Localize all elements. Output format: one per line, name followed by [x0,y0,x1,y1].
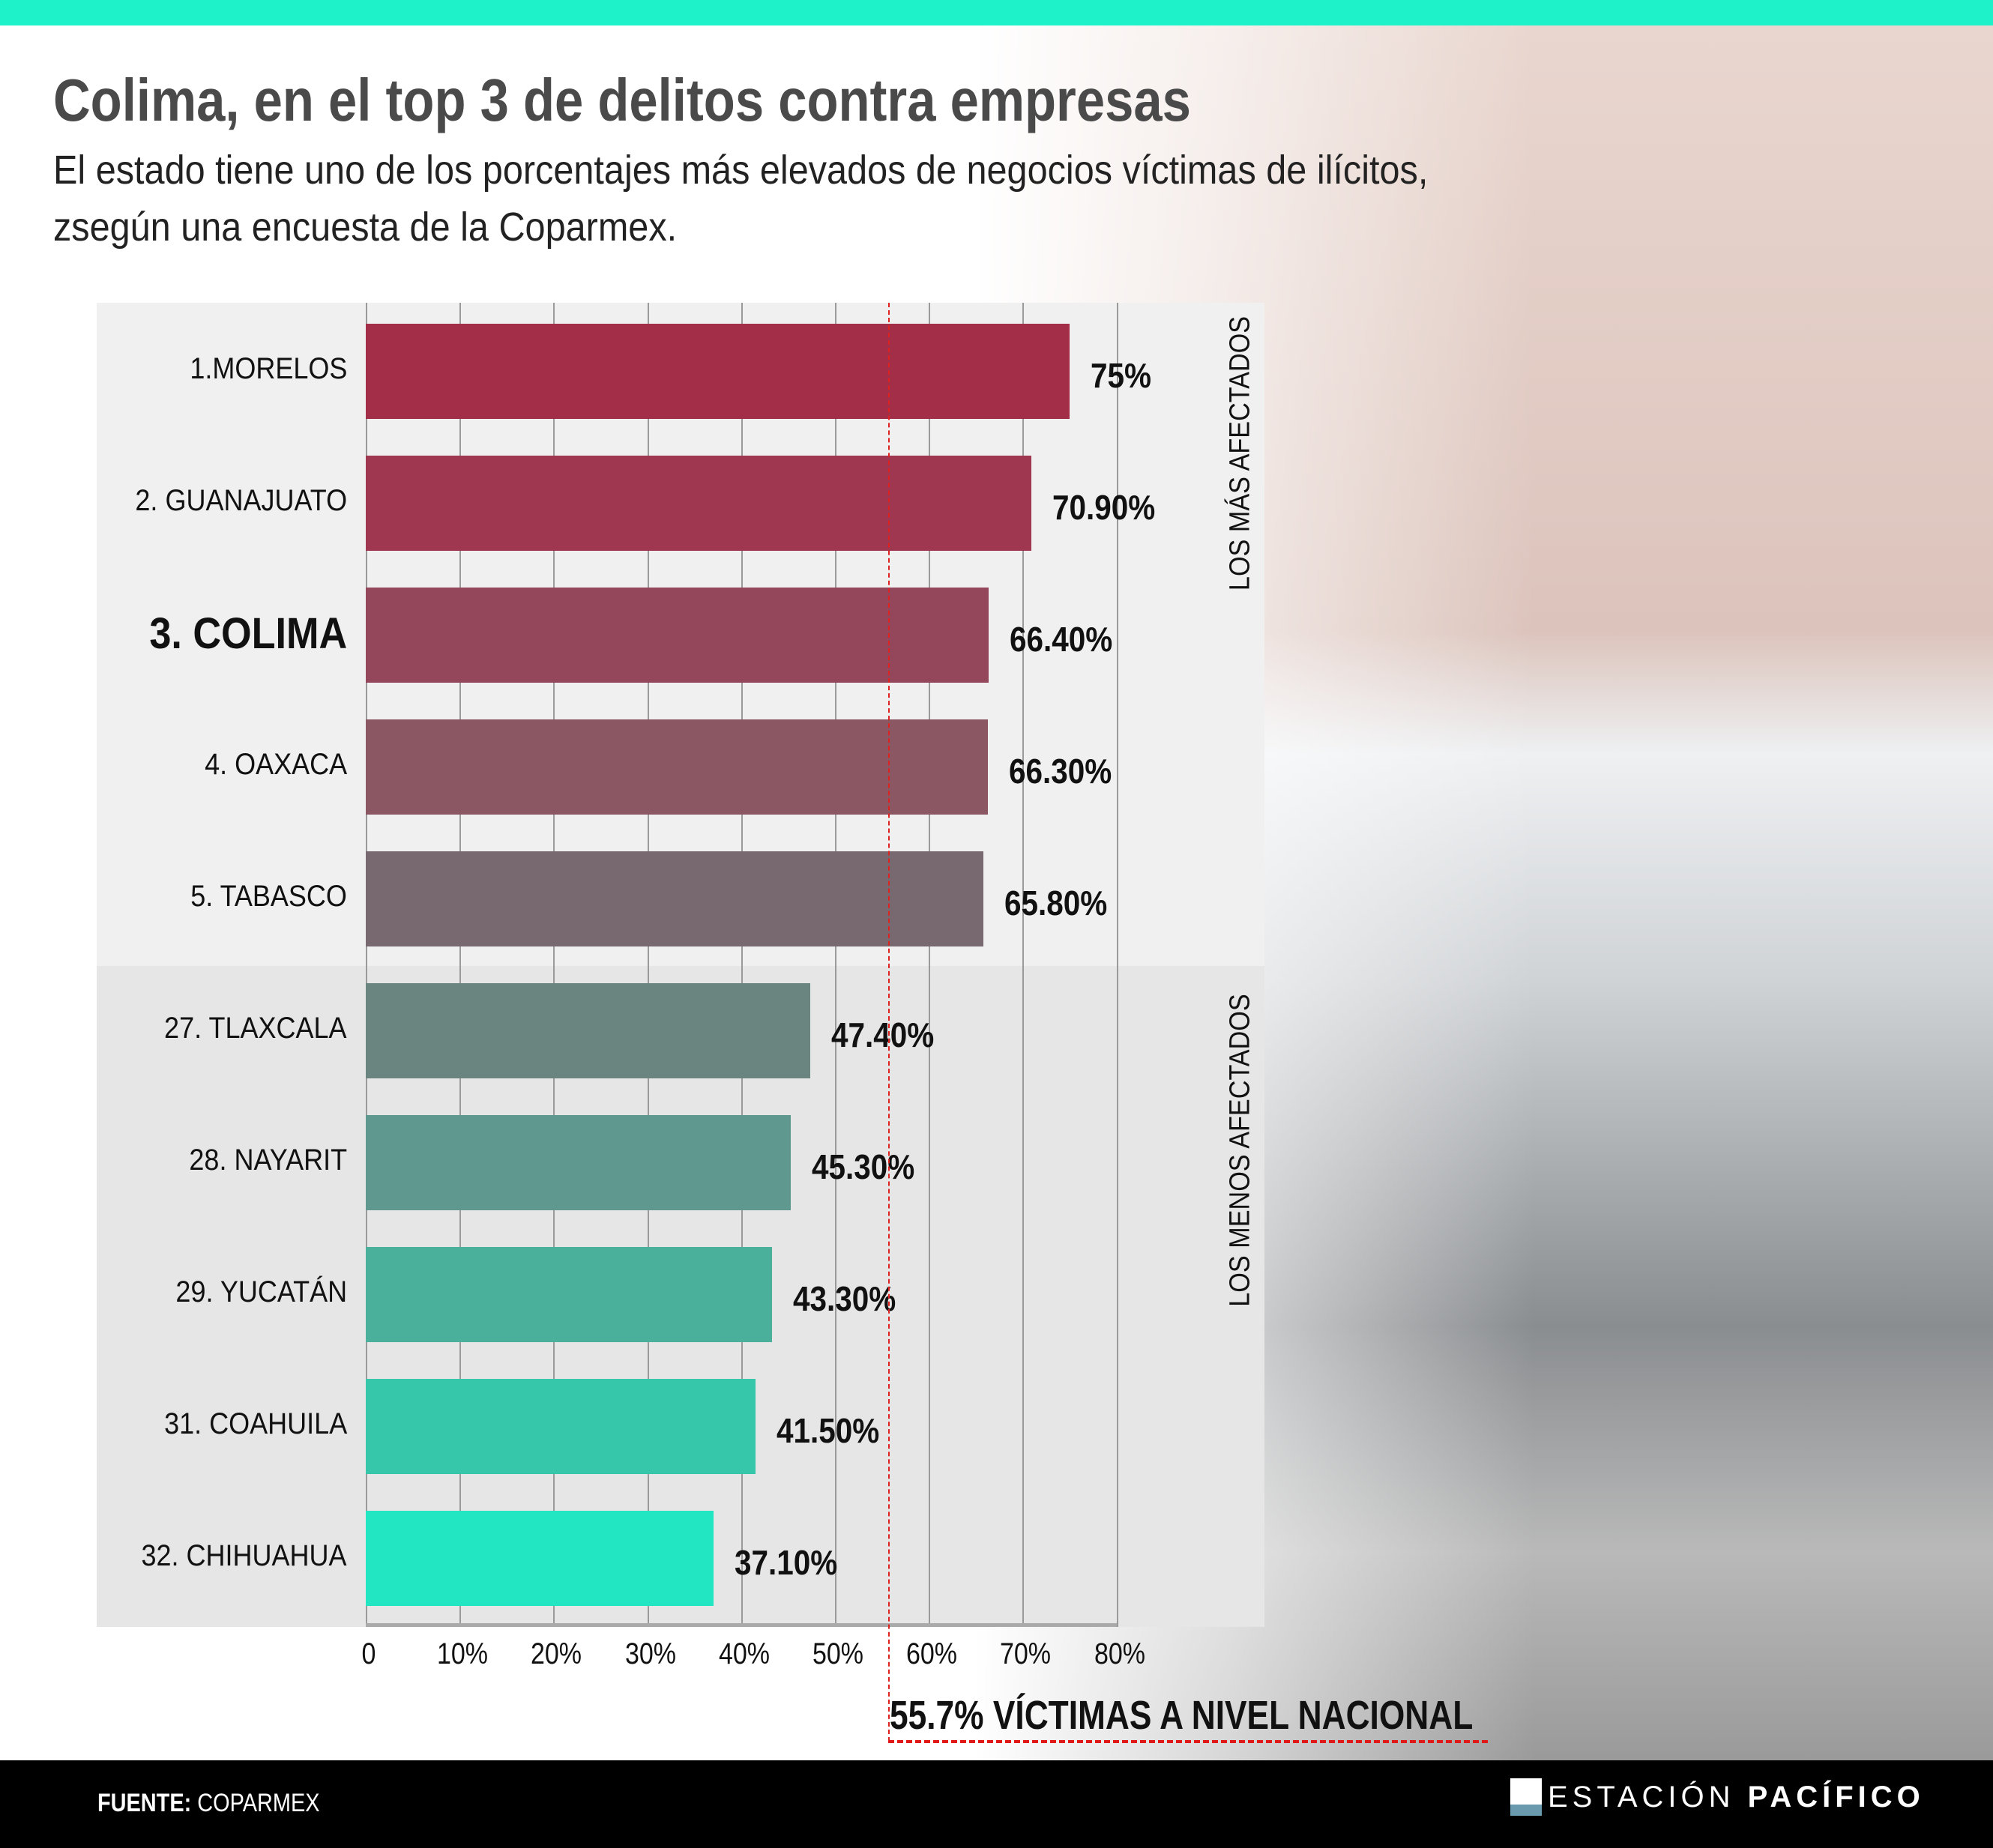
value-label: 66.40% [1010,620,1113,659]
bar [366,719,989,815]
brand-mark-icon [1510,1778,1542,1816]
bar [366,1511,714,1606]
x-tick-label: 40% [718,1637,770,1670]
source-label: FUENTE: [97,1789,192,1817]
category-label: 4. OAXACA [204,748,347,781]
value-label: 47.40% [831,1015,935,1054]
x-axis [366,1623,1117,1627]
page-title: Colima, en el top 3 de delitos contra em… [53,67,1191,133]
x-tick-label: 0 [361,1637,376,1670]
gridline [1116,303,1118,1627]
x-tick-label: 80% [1094,1637,1145,1670]
x-tick-label: 60% [906,1637,958,1670]
category-label: 5. TABASCO [190,880,347,913]
brand-logo: ESTACIÓN PACÍFICO [1510,1778,1925,1816]
bar [366,324,1070,419]
x-tick-label: 20% [531,1637,582,1670]
category-label: 32. CHIHUAHUA [141,1539,347,1572]
category-label: 27. TLAXCALA [164,1012,347,1045]
bar [366,1115,792,1210]
x-tick-label: 10% [437,1637,489,1670]
value-label: 37.10% [735,1543,838,1582]
footer: FUENTE: COPARMEX ESTACIÓN PACÍFICO [0,1760,1993,1848]
source: FUENTE: COPARMEX [97,1789,320,1818]
bar [366,851,983,946]
gridline [647,303,649,1627]
group-label-least: LOS MENOS AFECTADOS [1224,994,1256,1307]
bar [366,456,1031,551]
national-reference-line [888,303,890,1742]
group-label-most: LOS MÁS AFECTADOS [1224,315,1256,591]
gridline [459,303,462,1627]
category-label: 3. COLIMA [149,609,347,658]
gridline [366,303,367,1627]
source-value: COPARMEX [197,1789,320,1817]
category-label: 31. COAHUILA [163,1407,347,1440]
value-label: 66.30% [1009,752,1112,791]
national-reference-underline [888,1740,1489,1743]
value-label: 45.30% [812,1147,915,1186]
gridline [741,303,743,1627]
category-label: 2. GUANAJUATO [135,484,347,517]
brand-bold: PACÍFICO [1747,1780,1925,1814]
bar [366,588,989,683]
x-tick-label: 30% [624,1637,676,1670]
bar [366,1247,773,1342]
gridline [553,303,555,1627]
category-label: 1.MORELOS [189,352,347,385]
gridline [835,303,836,1627]
gridline [1022,303,1025,1627]
value-label: 43.30% [793,1279,896,1318]
brand-light: ESTACIÓN [1548,1780,1735,1814]
category-label: 29. YUCATÁN [175,1275,347,1308]
category-label: 28. NAYARIT [189,1144,347,1177]
accent-bar [0,0,1993,25]
x-tick-label: 70% [1000,1637,1052,1670]
value-label: 65.80% [1004,884,1108,923]
value-label: 41.50% [776,1411,879,1450]
value-label: 70.90% [1052,488,1155,527]
subtitle-line-2: zsegún una encuesta de la Coparmex. [53,205,678,250]
bar [366,1379,756,1474]
bar [366,983,811,1078]
x-tick-label: 50% [812,1637,864,1670]
national-reference-label: 55.7% VÍCTIMAS A NIVEL NACIONAL [890,1693,1474,1738]
value-label: 75% [1091,356,1152,395]
subtitle-line-1: El estado tiene uno de los porcentajes m… [53,148,1429,193]
gridline [929,303,931,1627]
